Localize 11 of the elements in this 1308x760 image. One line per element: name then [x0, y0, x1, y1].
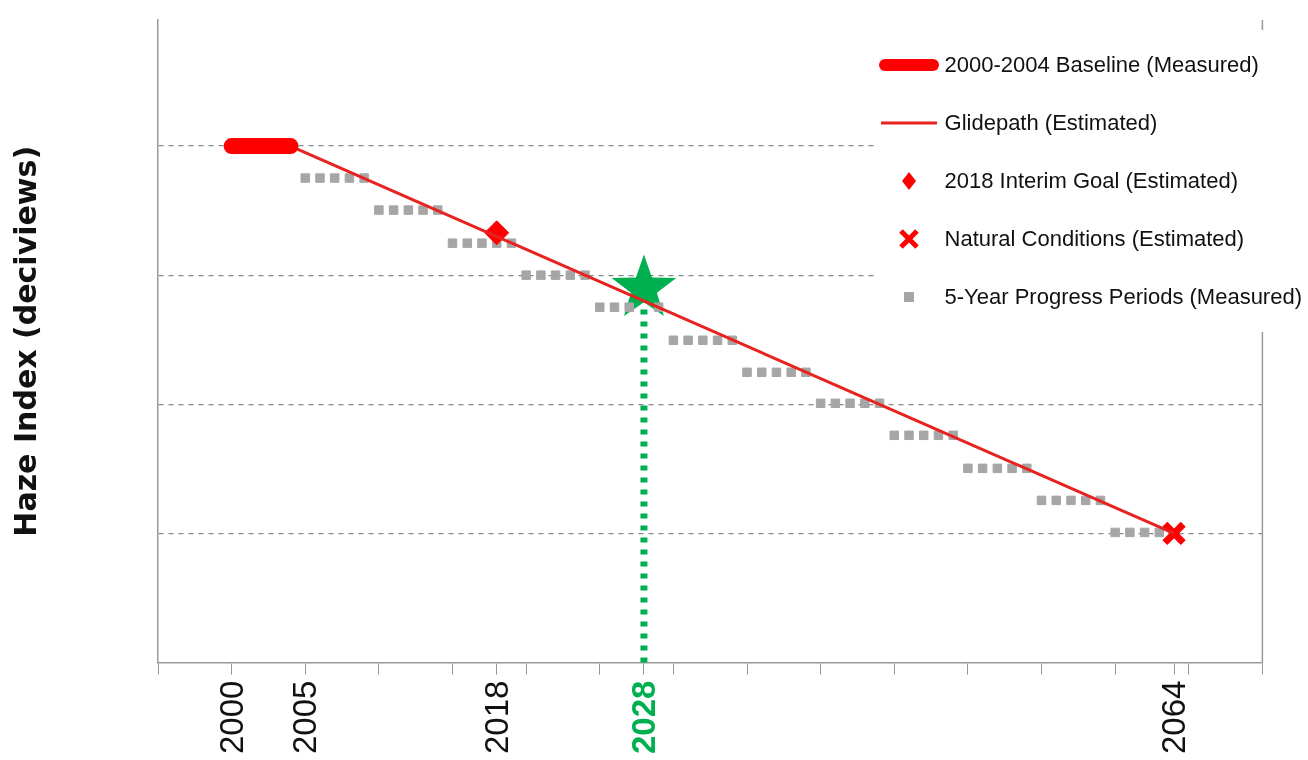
x-tick-label: 2005 [286, 680, 324, 755]
x-tick-label: 2000 [212, 680, 250, 755]
x-tick-label: 2018 [477, 680, 515, 755]
x-tick-label: 2064 [1155, 680, 1193, 755]
y-axis-title: Haze Index (deciviews) [7, 145, 43, 537]
x-tick-label: 2028 [625, 680, 663, 755]
legend-label: Natural Conditions (Estimated) [944, 226, 1245, 252]
legend-label: 2018 Interim Goal (Estimated) [944, 168, 1238, 194]
legend-label: 2000-2004 Baseline (Measured) [944, 52, 1259, 78]
legend-label: Glidepath (Estimated) [944, 110, 1158, 136]
legend-label: 5-Year Progress Periods (Measured) [944, 284, 1302, 310]
